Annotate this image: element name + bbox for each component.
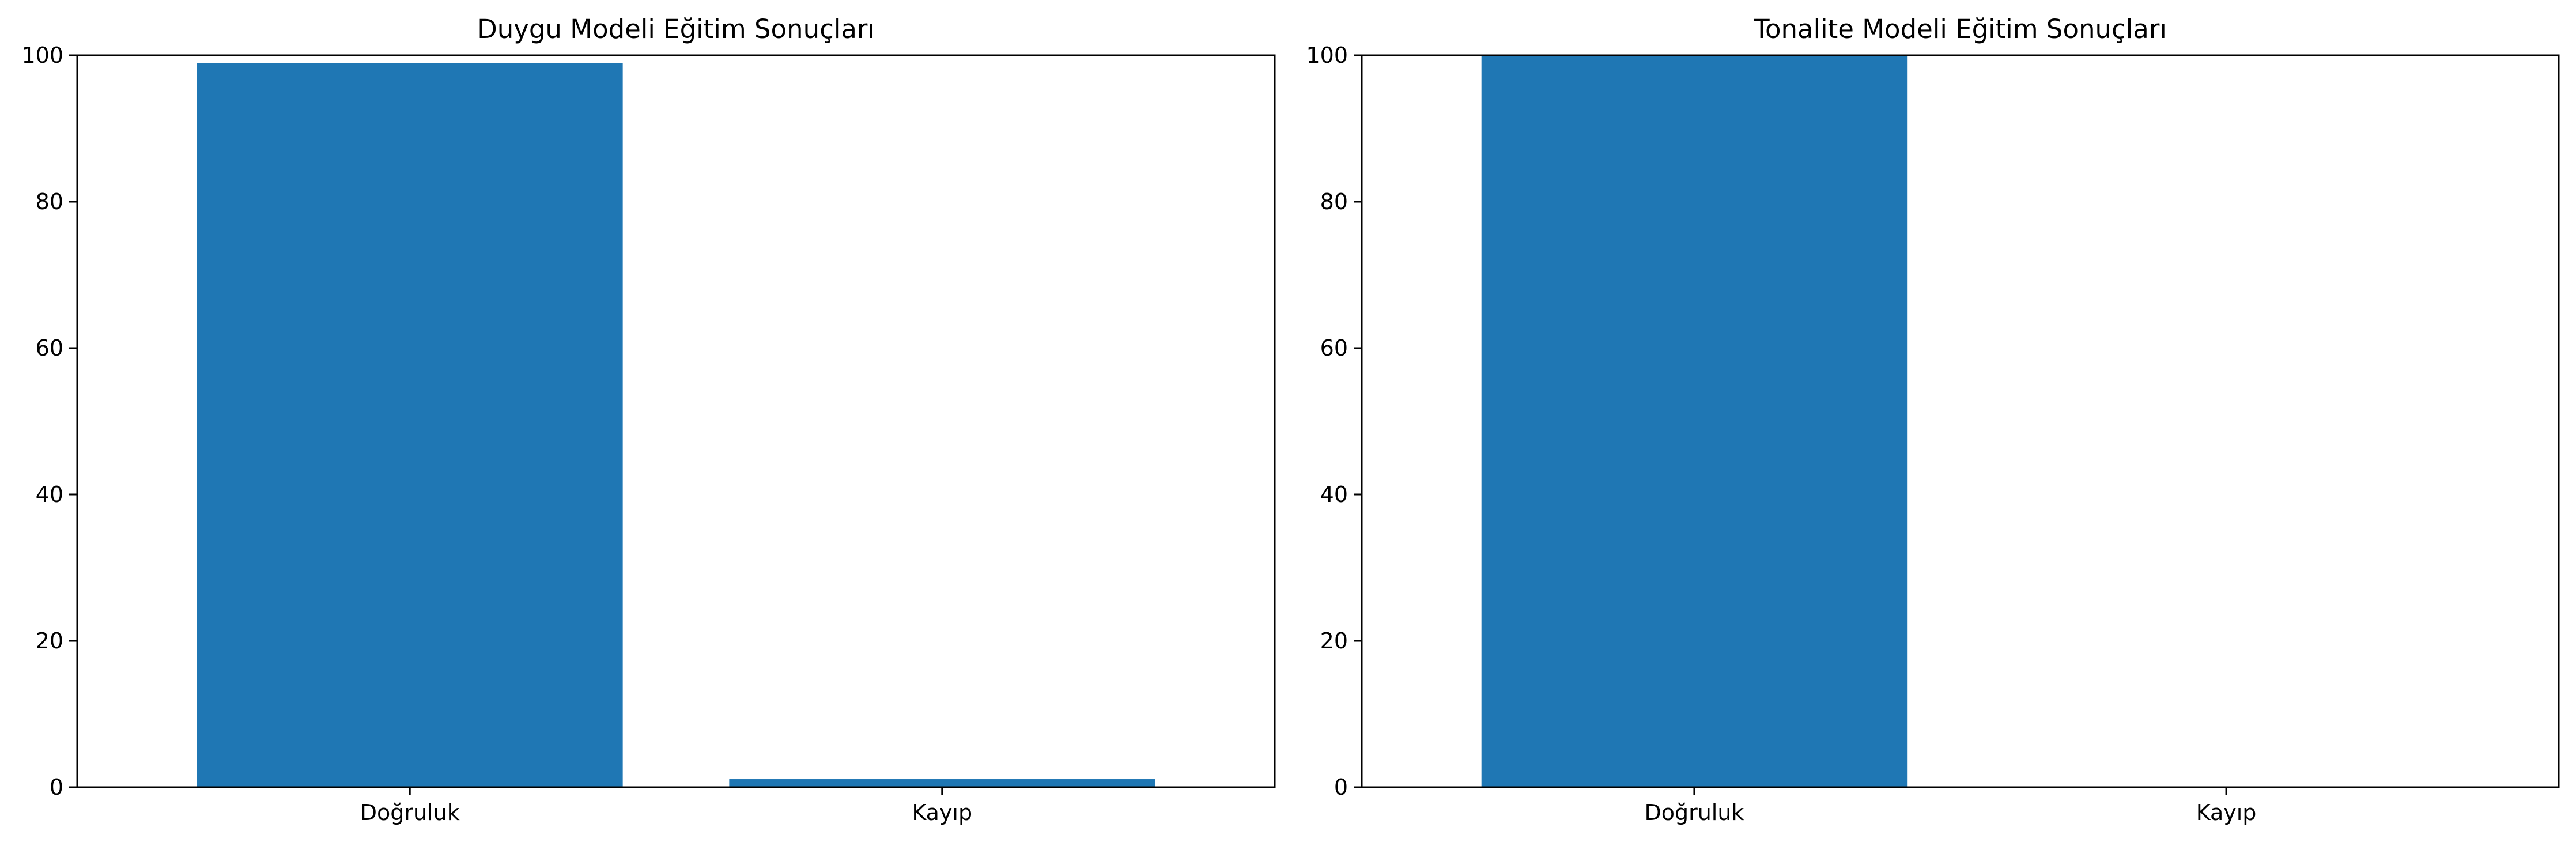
- chart-panel-tonality-model: Tonalite Modeli Eğitim Sonuçları Doğrulu…: [1306, 14, 2560, 825]
- bar-dogruluk: [197, 63, 623, 788]
- x-tick-label: Doğruluk: [1644, 800, 1744, 825]
- axes-frame: [1361, 54, 2560, 788]
- y-tick-label: 100: [21, 43, 63, 68]
- x-tick-label: Kayıp: [912, 800, 972, 825]
- x-tick-label: Kayıp: [2196, 800, 2257, 825]
- axes-frame: [76, 54, 1276, 788]
- chart-panel-emotion-model: Duygu Modeli Eğitim Sonuçları Doğruluk Ka…: [21, 14, 1276, 825]
- bar-kayip: [729, 779, 1155, 787]
- y-tick-label: 20: [1320, 628, 1348, 654]
- y-tick-label: 60: [1320, 335, 1348, 361]
- y-tick-label: 40: [36, 482, 63, 507]
- chart-title: Tonalite Modeli Eğitim Sonuçları: [1753, 14, 2167, 44]
- y-tick-label: 0: [1334, 775, 1348, 800]
- chart-title: Duygu Modeli Eğitim Sonuçları: [477, 14, 875, 44]
- bar-dogruluk: [1481, 55, 1908, 787]
- y-tick-label: 60: [36, 335, 63, 361]
- y-tick-label: 80: [1320, 189, 1348, 214]
- y-tick-label: 100: [1306, 43, 1348, 68]
- y-tick-label: 80: [36, 189, 63, 214]
- y-tick-label: 20: [36, 628, 63, 654]
- x-tick-label: Doğruluk: [360, 800, 460, 825]
- y-tick-label: 0: [50, 775, 63, 800]
- y-tick-label: 40: [1320, 482, 1348, 507]
